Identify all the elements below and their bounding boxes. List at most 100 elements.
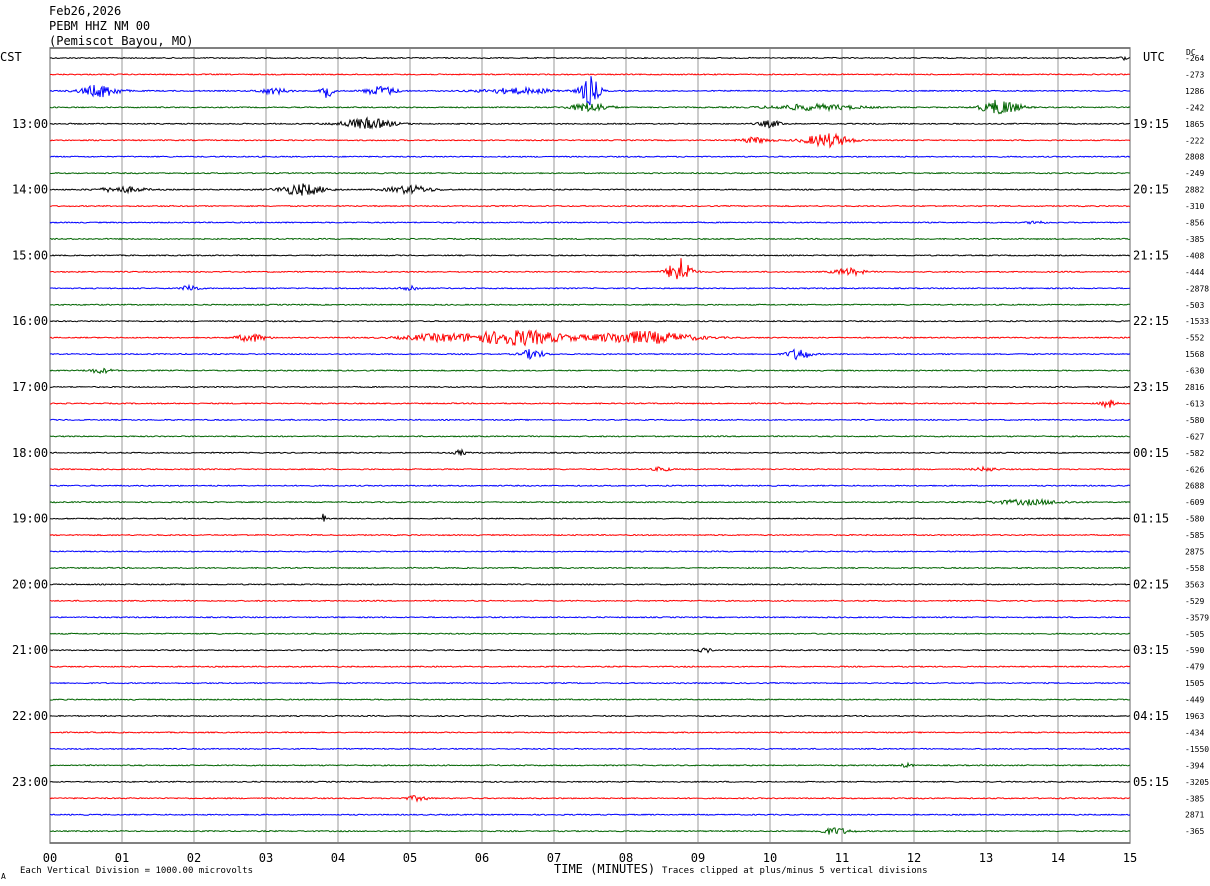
dc-offset-label: -590 xyxy=(1185,646,1204,655)
right-timezone-label: UTC xyxy=(1143,50,1165,64)
date-label: Feb26,2026 xyxy=(49,4,122,18)
dc-offset-label: -503 xyxy=(1185,301,1204,310)
trace-line xyxy=(49,237,1131,241)
dc-offset-label: -479 xyxy=(1185,663,1204,672)
x-tick-label: 11 xyxy=(835,851,849,865)
right-hour-label: 02:15 xyxy=(1133,577,1169,591)
dc-offset-label: -580 xyxy=(1185,416,1204,425)
right-hour-label: 23:15 xyxy=(1133,380,1169,394)
trace-line xyxy=(49,283,1131,292)
dc-offset-label: -310 xyxy=(1185,202,1204,211)
dc-offset-label: -444 xyxy=(1185,268,1204,277)
trace-line xyxy=(49,183,1131,196)
dc-offset-label: -3579 xyxy=(1185,613,1209,622)
trace-line xyxy=(49,647,1131,654)
x-tick-label: 10 xyxy=(763,851,777,865)
dc-offset-label: 2875 xyxy=(1185,548,1204,557)
trace-line xyxy=(49,747,1130,751)
x-tick-label: 00 xyxy=(43,851,57,865)
trace-line xyxy=(49,220,1131,225)
x-tick-label: 12 xyxy=(907,851,921,865)
trace-line xyxy=(49,714,1131,718)
trace-line xyxy=(49,465,1131,473)
right-hour-label: 05:15 xyxy=(1133,775,1169,789)
clip-note: Traces clipped at plus/minus 5 vertical … xyxy=(662,866,928,876)
x-tick-label: 08 xyxy=(619,851,633,865)
trace-line xyxy=(49,484,1131,488)
x-tick-label: 03 xyxy=(259,851,273,865)
location-label: (Pemiscot Bayou, MO) xyxy=(49,34,194,48)
scale-note: Each Vertical Division = 1000.00 microvo… xyxy=(20,866,253,876)
dc-offset-label: -385 xyxy=(1185,235,1204,244)
trace-line xyxy=(49,616,1131,619)
left-timezone-label: CST xyxy=(0,50,22,64)
trace-line xyxy=(49,303,1131,307)
dc-offset-label: 2808 xyxy=(1185,153,1204,162)
trace-line xyxy=(49,76,1130,106)
dc-offset-label: -2878 xyxy=(1185,284,1209,293)
trace-line xyxy=(49,533,1131,537)
dc-offset-label: -558 xyxy=(1185,564,1204,573)
dc-offset-label: -365 xyxy=(1185,827,1204,836)
dc-offset-label: -613 xyxy=(1185,399,1204,408)
trace-line xyxy=(49,665,1131,668)
trace-line xyxy=(49,348,1131,361)
right-hour-label: 03:15 xyxy=(1133,643,1169,657)
dc-offset-label: -434 xyxy=(1185,728,1204,737)
trace-line xyxy=(49,681,1131,685)
dc-offset-label: -627 xyxy=(1185,432,1204,441)
trace-line xyxy=(49,780,1131,784)
trace-line xyxy=(49,761,1131,769)
x-tick-label: 06 xyxy=(475,851,489,865)
dc-offset-label: -582 xyxy=(1185,449,1204,458)
dc-offset-label: -630 xyxy=(1185,367,1204,376)
trace-line xyxy=(49,258,1131,280)
trace-line xyxy=(49,155,1131,158)
x-tick-label: 04 xyxy=(331,851,345,865)
trace-line xyxy=(49,399,1131,409)
dc-offset-label: 2871 xyxy=(1185,811,1204,820)
left-hour-label: 20:00 xyxy=(12,577,48,591)
right-hour-label: 00:15 xyxy=(1133,446,1169,460)
dc-offset-label: -609 xyxy=(1185,498,1204,507)
dc-offset-label: -273 xyxy=(1185,70,1204,79)
trace-line xyxy=(49,632,1131,636)
dc-offset-label: -585 xyxy=(1185,531,1204,540)
trace-line xyxy=(49,116,1131,130)
trace-line xyxy=(49,55,1131,62)
trace-line xyxy=(49,385,1131,389)
dc-offset-label: -1550 xyxy=(1185,745,1209,754)
trace-line xyxy=(49,367,1131,375)
x-tick-label: 07 xyxy=(547,851,561,865)
trace-line xyxy=(50,254,1131,257)
trace-line xyxy=(49,813,1131,817)
x-tick-label: 14 xyxy=(1051,851,1065,865)
x-tick-label: 13 xyxy=(979,851,993,865)
dc-offset-label: -1533 xyxy=(1185,317,1209,326)
trace-line xyxy=(49,132,1131,149)
trace-line xyxy=(49,204,1131,208)
dc-offset-label: 1505 xyxy=(1185,679,1204,688)
left-hour-label: 17:00 xyxy=(12,380,48,394)
trace-line xyxy=(49,583,1131,586)
dc-offset-label: -264 xyxy=(1185,54,1204,63)
x-tick-label: 02 xyxy=(187,851,201,865)
dc-offset-label: 2688 xyxy=(1185,482,1204,491)
trace-line xyxy=(49,171,1131,175)
dc-offset-label: -552 xyxy=(1185,334,1204,343)
left-hour-label: 16:00 xyxy=(12,314,48,328)
dc-offset-label: 1286 xyxy=(1185,87,1204,96)
dc-label: DC xyxy=(1186,48,1196,57)
trace-line xyxy=(49,698,1130,701)
dc-offset-label: -505 xyxy=(1185,630,1204,639)
dc-offset-label: -408 xyxy=(1185,251,1204,260)
trace-line xyxy=(49,550,1130,553)
left-hour-label: 14:00 xyxy=(12,183,48,197)
left-hour-label: 15:00 xyxy=(12,248,48,262)
trace-line xyxy=(49,73,1131,76)
x-tick-label: 05 xyxy=(403,851,417,865)
dc-offset-label: -626 xyxy=(1185,465,1204,474)
x-axis-title: TIME (MINUTES) xyxy=(554,862,656,876)
left-hour-label: 19:00 xyxy=(12,512,48,526)
